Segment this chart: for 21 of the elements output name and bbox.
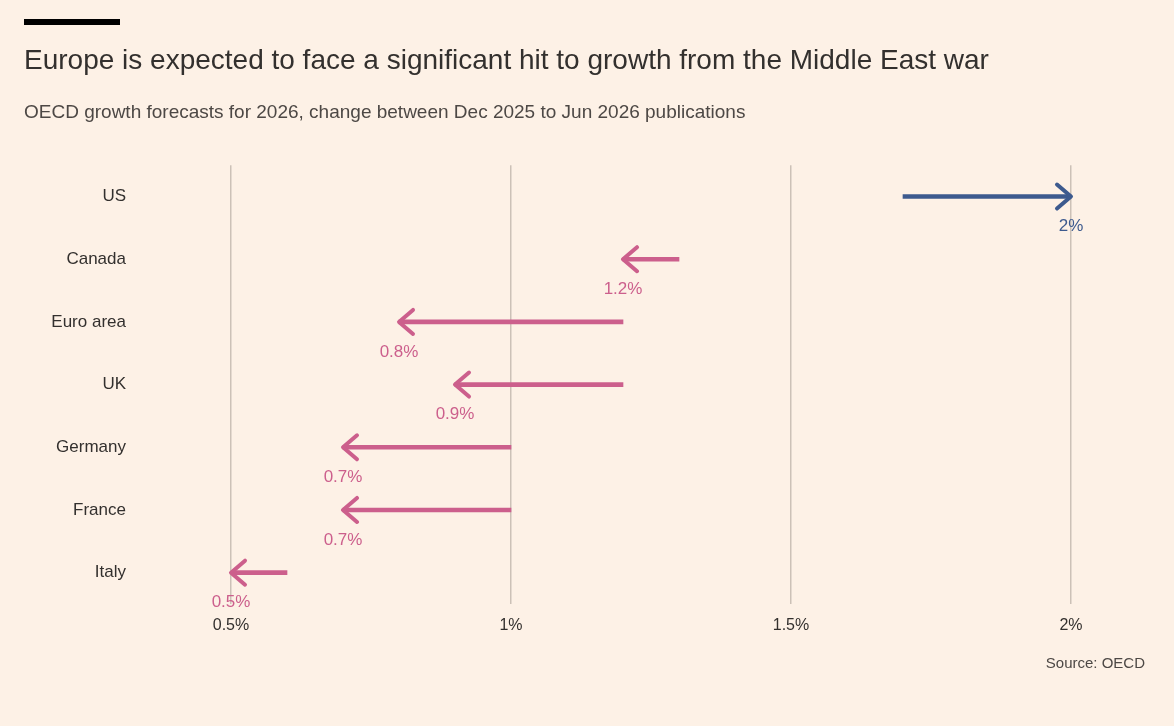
annotation: 0.5% xyxy=(211,592,251,612)
annotation: 1.2% xyxy=(603,278,643,298)
x-tick-label: 1.5% xyxy=(772,616,810,634)
chart-title: Europe is expected to face a significant hit to growth from the Middle East war xyxy=(24,44,989,76)
source-note: Source: OECD xyxy=(1045,654,1145,671)
annotation: 0.8% xyxy=(379,341,419,361)
y-tick-label: US xyxy=(102,186,126,206)
annotation: 0.7% xyxy=(323,529,363,549)
x-tick-label: 0.5% xyxy=(212,616,250,634)
y-tick-label: Canada xyxy=(66,248,127,268)
chart-subtitle: OECD growth forecasts for 2026, change between Dec 2025 to Jun 2026 publications xyxy=(24,101,746,123)
annotation: 0.7% xyxy=(323,466,363,486)
x-tick-label: 2% xyxy=(1059,616,1083,634)
y-tick-label: UK xyxy=(102,374,127,394)
y-tick-label: Germany xyxy=(56,436,127,456)
annotation: 2% xyxy=(1058,216,1084,236)
y-tick-label: France xyxy=(73,499,126,519)
x-tick-label: 1% xyxy=(499,616,523,634)
y-tick-label: Euro area xyxy=(51,311,127,331)
y-tick-label: Italy xyxy=(94,562,127,582)
annotation: 0.9% xyxy=(435,404,475,424)
